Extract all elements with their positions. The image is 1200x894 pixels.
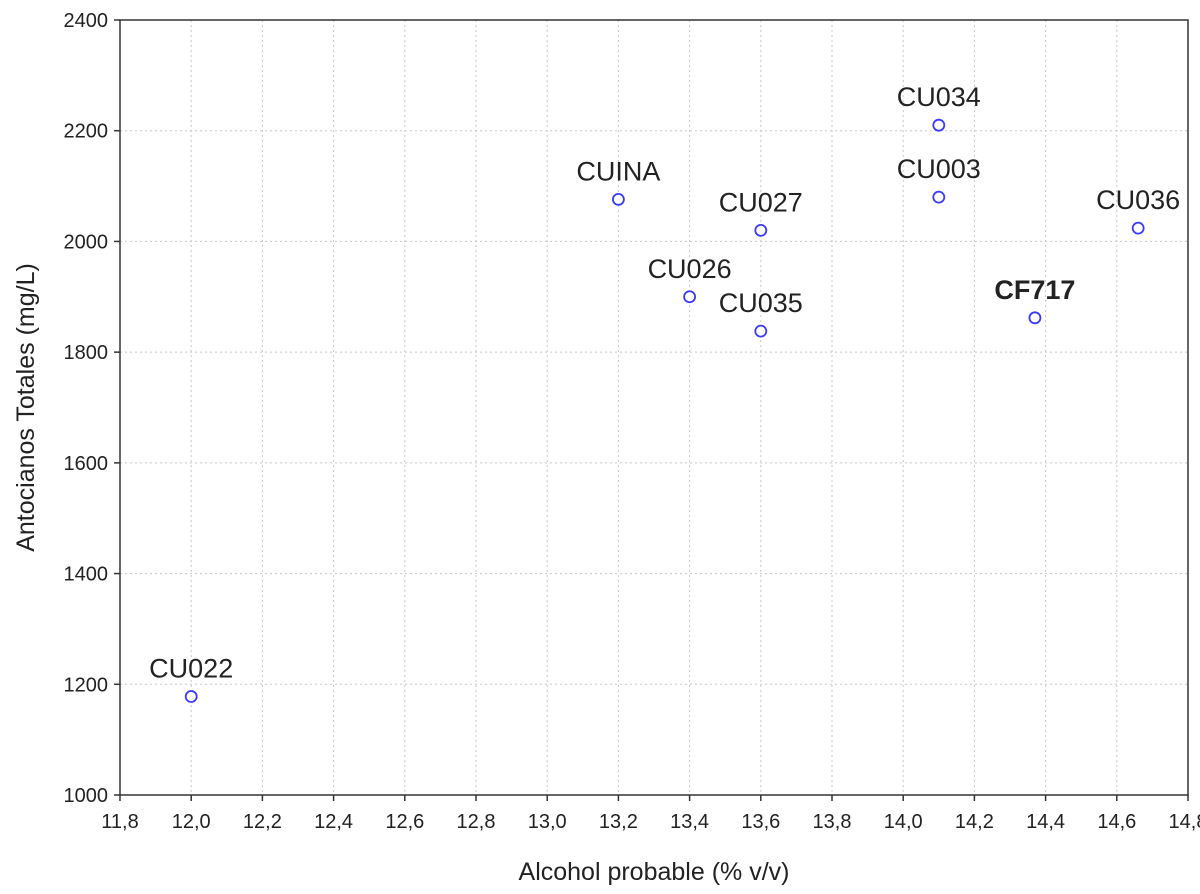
- y-tick-label: 2000: [64, 231, 109, 253]
- point-label: CU022: [149, 653, 233, 683]
- y-axis-title: Antocianos Totales (mg/L): [12, 263, 40, 552]
- x-tick-label: 13,6: [741, 811, 780, 833]
- x-tick-label: 12,4: [314, 811, 353, 833]
- x-axis-title: Alcohol probable (% v/v): [519, 858, 790, 886]
- point-marker: [932, 190, 946, 204]
- data-point: CF717: [994, 275, 1075, 325]
- y-tick-label: 1400: [64, 564, 109, 586]
- data-point: CU003: [897, 154, 981, 204]
- x-tick-label: 13,8: [813, 811, 852, 833]
- x-tick-label: 13,2: [599, 811, 638, 833]
- point-label: CU026: [648, 254, 732, 284]
- x-tick-label: 14,6: [1097, 811, 1136, 833]
- data-point: CU022: [149, 653, 233, 703]
- y-tick-label: 1600: [64, 453, 109, 475]
- point-marker: [1028, 311, 1042, 325]
- point-marker: [1131, 221, 1145, 235]
- point-label: CU027: [719, 187, 803, 217]
- data-points: CU022 CUINA CU026 CU027 CU035 CU034 CU003 CF717…: [149, 82, 1180, 703]
- point-label: CF717: [994, 275, 1075, 305]
- point-marker: [683, 290, 696, 304]
- data-point: CU027: [719, 187, 803, 237]
- point-marker: [754, 223, 768, 237]
- point-marker: [184, 690, 198, 703]
- x-axis: 11,8 12,0 12,2 12,4 12,6 12,8 13,0 13,2 13,4 13,6…: [101, 795, 1200, 833]
- point-label: CUINA: [576, 156, 660, 186]
- point-marker: [612, 192, 625, 206]
- x-tick-label: 14,8: [1169, 811, 1200, 833]
- x-tick-label: 12,0: [172, 811, 211, 833]
- y-tick-label: 1800: [64, 342, 109, 364]
- point-label: CU003: [897, 154, 981, 184]
- data-point: CU035: [719, 288, 803, 338]
- point-marker: [932, 118, 946, 132]
- x-tick-label: 13,4: [670, 811, 709, 833]
- y-tick-label: 1000: [64, 785, 109, 807]
- x-tick-label: 12,6: [385, 811, 424, 833]
- grid-lines: [120, 20, 1188, 795]
- x-tick-label: 11,8: [101, 811, 138, 833]
- x-tick-label: 12,8: [457, 811, 496, 833]
- data-point: CU034: [897, 82, 981, 132]
- data-point: CU026: [648, 254, 732, 304]
- point-label: CU034: [897, 82, 981, 112]
- x-tick-label: 14,2: [955, 811, 994, 833]
- point-label: CU035: [719, 288, 803, 318]
- point-marker: [754, 324, 768, 338]
- x-tick-label: 12,2: [243, 811, 282, 833]
- x-tick-label: 14,4: [1026, 811, 1065, 833]
- data-point: CU036: [1096, 185, 1180, 235]
- plot-frame: [119, 19, 1189, 796]
- y-tick-label: 2400: [64, 10, 109, 32]
- x-tick-label: 13,0: [528, 811, 567, 833]
- y-axis: 1000 1200 1400 1600 1800 2000 2200 2400: [64, 10, 120, 807]
- data-point: CUINA: [576, 156, 660, 206]
- point-label: CU036: [1096, 185, 1180, 215]
- y-tick-label: 1200: [64, 674, 109, 696]
- x-tick-label: 14,0: [884, 811, 923, 833]
- y-tick-label: 2200: [64, 121, 109, 143]
